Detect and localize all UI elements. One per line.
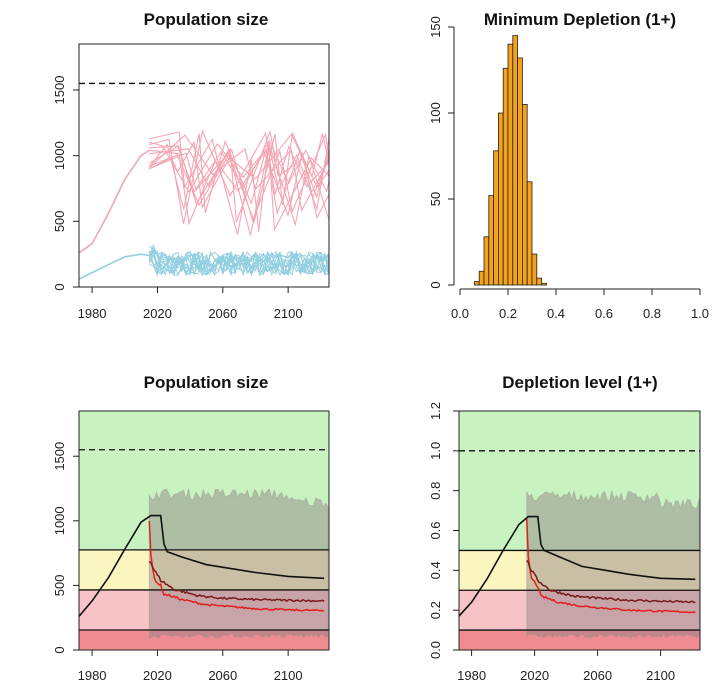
median-line [79,514,325,617]
histogram-bars [473,35,547,286]
trajectory-blue [148,249,329,276]
y-tick-label: 1500 [52,442,67,471]
x-tick-label: 2100 [646,668,675,683]
y-tick-label: 1.0 [428,442,443,460]
histogram-bar [531,253,538,286]
histogram-bar [522,104,528,286]
x-tick-label: 0.0 [451,306,469,321]
x-tick-label: 2100 [274,306,303,321]
panel-title: Population size [144,10,269,29]
y-tick-label: 0.8 [428,482,443,500]
y-tick-label: 1000 [52,141,67,170]
y-tick-label: 50 [428,192,443,206]
histogram-bar [507,43,514,286]
x-tick-label: 2020 [143,306,172,321]
axes-panel-3: 1980 2020 2060 2100 0 500 1000 1500 Population s… [52,373,303,683]
trajectory-pink [149,129,329,225]
y-tick-label: 0 [52,283,67,290]
panel-title: Minimum Depletion (1+) [484,10,676,29]
x-tick-label: 2060 [208,668,237,683]
status-zone [79,629,329,650]
x-tick-label: 0.8 [643,306,661,321]
histogram-bar [541,282,547,286]
percentile-line [148,520,325,612]
y-tick-label: 500 [52,210,67,232]
x-tick-label: 2060 [583,668,612,683]
axes-panel-1: 1980 2020 2060 2100 0 500 1000 1500 Population s… [52,10,303,321]
x-tick-label: 0.6 [595,306,613,321]
historic-line-pink [79,149,150,254]
histogram-bar [493,150,499,286]
x-tick-label: 1.0 [691,306,709,321]
trajectory-blue [148,249,329,276]
zoned-plot-group [79,411,329,650]
simulation-envelope [526,489,700,639]
y-tick-label: 0 [428,281,443,288]
trajectory-pink [149,129,329,223]
x-tick-label: 2060 [208,306,237,321]
y-tick-label: 0.0 [428,641,443,659]
axes-panel-2: 0.0 0.2 0.4 0.6 0.8 1.0 0 50 100 150 Minimum Deple… [428,10,709,321]
y-tick-label: 1500 [52,76,67,105]
y-tick-label: 1000 [52,506,67,535]
y-tick-label: 0.6 [428,521,443,539]
trajectory-blue [148,250,329,277]
status-zone [79,411,329,550]
status-zone [459,411,700,551]
x-tick-label: 2100 [274,668,303,683]
histogram-bar [488,195,494,286]
histogram-bar [517,57,523,286]
zoned-plot-group [459,411,700,650]
percentile-line [525,518,696,614]
status-zone [459,630,700,650]
histogram-bar [512,35,518,286]
trajectory-pink [149,141,329,220]
trajectory-pink [149,133,329,209]
panel-title: Population size [144,373,269,392]
histogram-bar [478,270,485,286]
histogram-bar [473,281,480,286]
axes-panel-4: 1980 2020 2060 2100 0.0 0.2 0.4 0.6 0.8 1.0 1.2 Dep… [428,373,675,683]
percentile-line [148,560,325,603]
x-tick-label: 0.4 [547,306,565,321]
x-tick-label: 0.2 [499,306,517,321]
x-tick-label: 1980 [78,306,107,321]
histogram-bar [483,236,490,286]
y-tick-label: 150 [428,16,443,38]
trajectory-pink [149,131,329,235]
x-tick-label: 2020 [520,668,549,683]
histogram-bar [526,181,533,286]
x-tick-label: 1980 [78,668,107,683]
y-tick-label: 0.2 [428,601,443,619]
simulation-envelope [148,488,329,639]
trajectory-blue [148,251,329,277]
histogram-bar [497,112,504,286]
y-tick-label: 500 [52,575,67,597]
x-tick-label: 1980 [457,668,486,683]
trajectory-pink [148,133,329,216]
histogram-bar [502,67,509,286]
panel-title: Depletion level (1+) [502,373,657,392]
median-line [459,515,696,617]
percentile-line [526,559,696,604]
y-tick-label: 0.4 [428,561,443,579]
x-tick-label: 2020 [143,668,172,683]
y-tick-label: 0 [52,646,67,653]
trajectories-group [79,129,329,280]
historic-line-blue [79,253,150,280]
y-tick-label: 1.2 [428,402,443,420]
trajectory-pink [149,144,329,232]
y-tick-label: 100 [428,102,443,124]
histogram-bar [536,277,542,286]
